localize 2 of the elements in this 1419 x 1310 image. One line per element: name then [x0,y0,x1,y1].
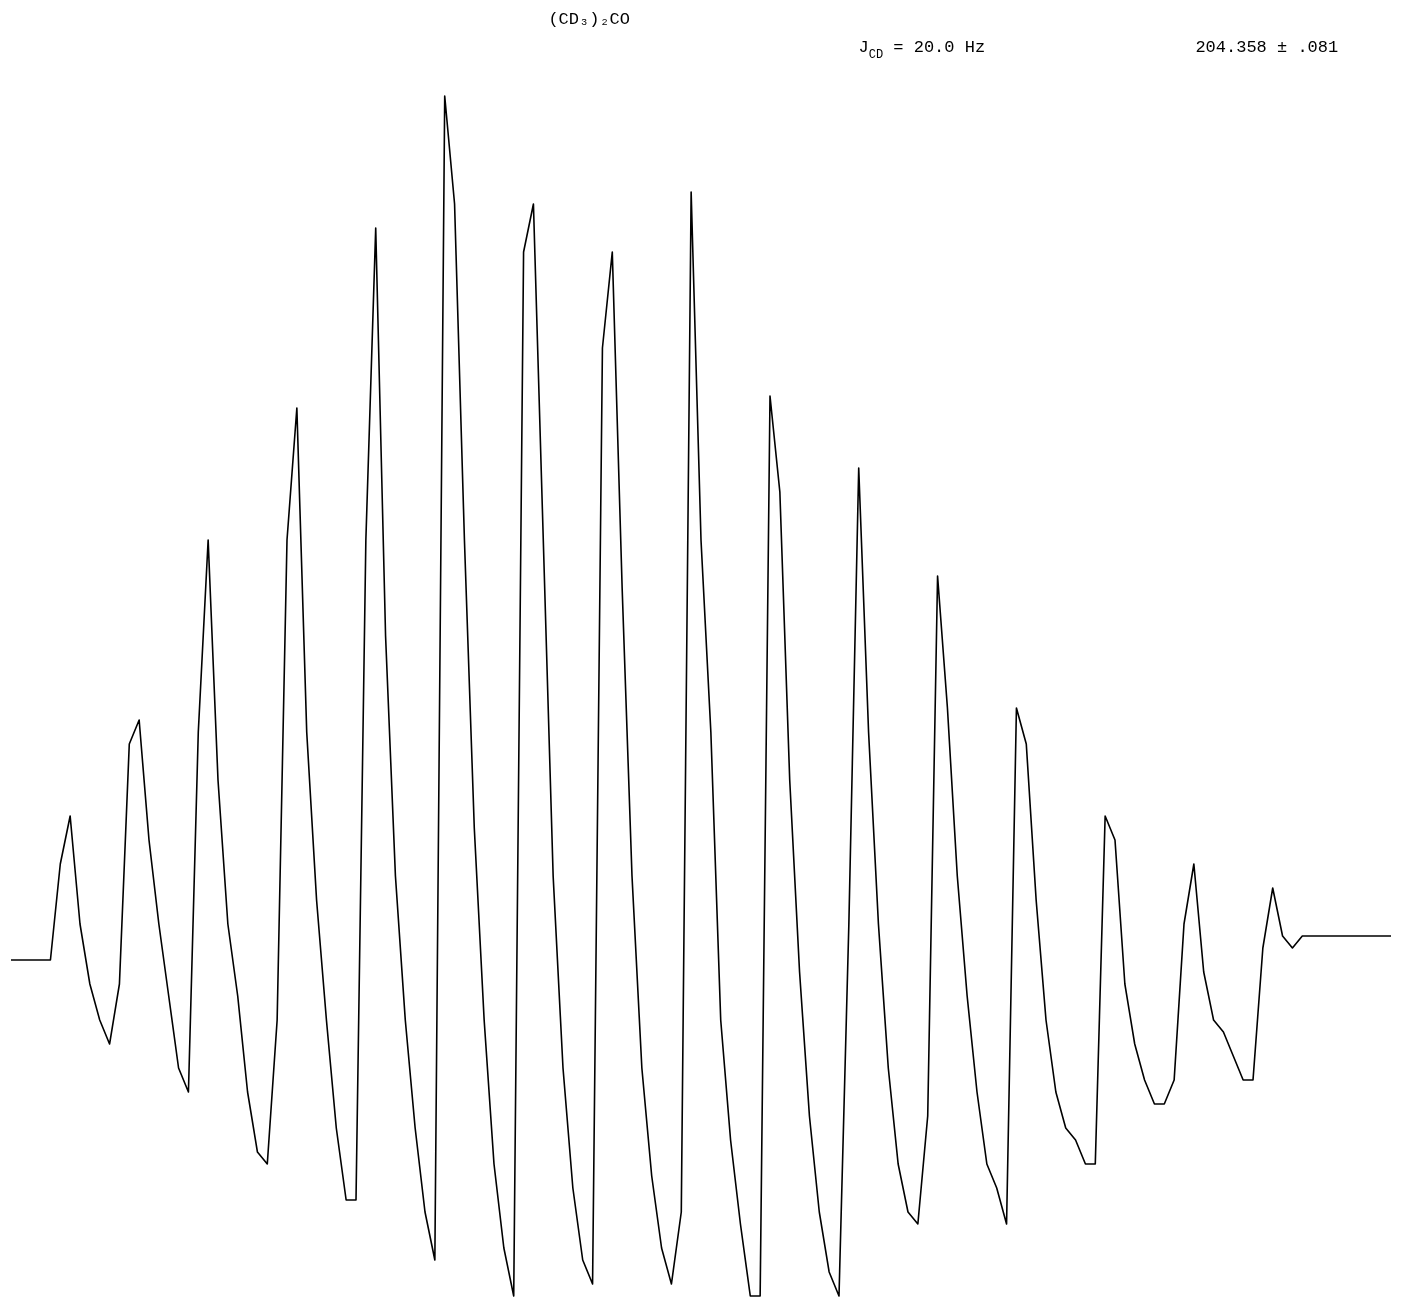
chart-title: (CD₃)₂CO [548,10,631,29]
text: 204.358 ± .081 [1195,38,1339,57]
